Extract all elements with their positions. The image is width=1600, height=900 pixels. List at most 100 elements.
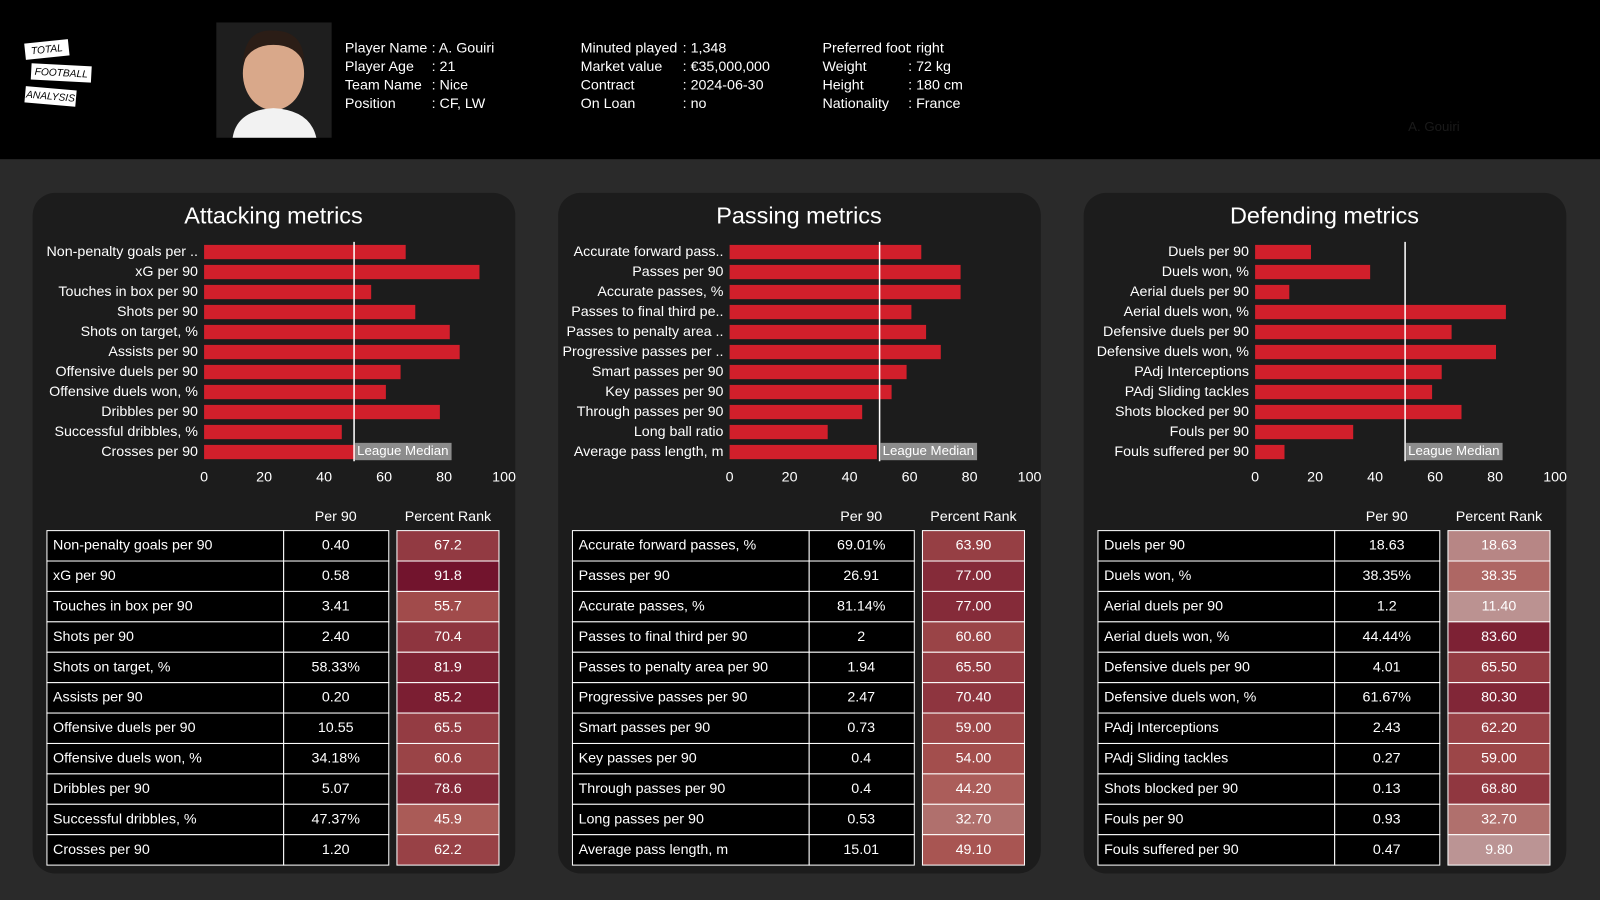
per90-value: 61.67% (1363, 690, 1412, 706)
metric-name: Defensive duels won, % (1104, 690, 1257, 706)
cell (283, 621, 390, 653)
logo-text: FOOTBALL (34, 67, 88, 81)
rank-cell (396, 742, 500, 775)
rank-value: 54.00 (956, 751, 992, 767)
bar (729, 304, 912, 320)
chart-title: Defending metrics (1230, 203, 1419, 229)
cell (571, 590, 810, 623)
cell (1097, 742, 1336, 775)
bar (1255, 344, 1497, 360)
per90-value: 0.27 (1373, 751, 1401, 767)
per90-value: 0.20 (322, 690, 350, 706)
metric-name: Accurate passes, % (579, 599, 705, 615)
per90-value: 15.01 (843, 842, 879, 858)
category-label: Touches in box per 90 (58, 284, 198, 300)
info-value: : 180 cm (908, 77, 963, 93)
category-label: Aerial duels per 90 (1130, 284, 1249, 300)
bar (729, 324, 927, 340)
metric-name: Fouls per 90 (1104, 811, 1183, 827)
category-label: Fouls suffered per 90 (1114, 444, 1249, 460)
x-tick-label: 100 (1543, 469, 1567, 485)
bar (204, 324, 450, 340)
category-label: Successful dribbles, % (54, 424, 198, 440)
metric-name: PAdj Interceptions (1104, 720, 1219, 736)
category-label: Offensive duels per 90 (55, 364, 198, 380)
rank-cell (1447, 651, 1551, 684)
per90-value: 0.13 (1373, 781, 1401, 797)
rank-cell (1447, 742, 1551, 775)
x-tick-label: 60 (376, 469, 392, 485)
bar (1255, 364, 1442, 380)
cell (808, 590, 915, 623)
x-tick-label: 0 (1251, 469, 1259, 485)
per90-value: 69.01% (837, 538, 886, 554)
cell (46, 742, 285, 775)
info-value: : right (908, 41, 944, 57)
x-tick-label: 100 (492, 469, 516, 485)
info-label: Minuted played (581, 41, 678, 57)
per90-value: 0.93 (1373, 811, 1401, 827)
metric-name: Offensive duels won, % (53, 751, 202, 767)
rank-cell (921, 530, 1025, 562)
rank-cell (921, 834, 1025, 866)
metric-name: Defensive duels per 90 (1104, 659, 1250, 675)
rank-cell (1447, 834, 1551, 866)
annotation: League Median (1408, 443, 1499, 458)
metric-name: Assists per 90 (53, 690, 143, 706)
metric-name: Offensive duels per 90 (53, 720, 196, 736)
rank-value: 63.90 (956, 538, 992, 554)
cell (571, 712, 810, 744)
metric-name: Key passes per 90 (579, 751, 697, 767)
cell (571, 651, 810, 684)
bar (1255, 264, 1371, 280)
info-value: : A. Gouiri (432, 41, 495, 57)
logo-box (23, 84, 78, 108)
bar (204, 284, 372, 300)
column-header: Per 90 (840, 509, 882, 525)
info-value: : 72 kg (908, 59, 951, 75)
metric-name: Average pass length, m (579, 842, 729, 858)
rank-value: 65.50 (956, 659, 992, 675)
watermark: A. Gouiri (1408, 119, 1460, 134)
cell (1097, 834, 1336, 866)
metric-name: xG per 90 (53, 568, 116, 584)
cell (283, 834, 390, 866)
per90-value: 10.55 (318, 720, 354, 736)
info-label: Contract (581, 77, 635, 93)
cell (283, 590, 390, 623)
rank-value: 78.6 (434, 781, 462, 797)
bar (204, 384, 386, 400)
bar (729, 344, 941, 360)
chart-title: Passing metrics (716, 203, 882, 229)
rank-value: 38.35 (1481, 568, 1517, 584)
rank-cell (1447, 560, 1551, 592)
rank-value: 68.80 (1481, 781, 1517, 797)
category-label: Offensive duels won, % (49, 384, 198, 400)
rank-value: 45.9 (434, 811, 462, 827)
rank-value: 32.70 (1481, 811, 1517, 827)
category-label: Accurate forward pass.. (574, 244, 724, 260)
cell (571, 803, 810, 836)
rank-value: 55.7 (434, 599, 462, 615)
cell (808, 530, 915, 562)
rank-cell (921, 590, 1025, 623)
rank-value: 59.00 (956, 720, 992, 736)
metric-name: Aerial duels won, % (1104, 629, 1230, 645)
bar (204, 264, 480, 280)
bar (204, 424, 342, 440)
cell (46, 834, 285, 866)
cell (808, 560, 915, 592)
category-label: Assists per 90 (108, 344, 198, 360)
rank-value: 80.30 (1481, 690, 1517, 706)
bar (1255, 304, 1506, 320)
category-label: Non-penalty goals per .. (46, 244, 197, 260)
metric-name: Progressive passes per 90 (579, 690, 748, 706)
bar (204, 304, 416, 320)
per90-value: 2.47 (847, 690, 875, 706)
column-header: Per 90 (315, 509, 357, 525)
cell (283, 682, 390, 714)
cell (46, 621, 285, 653)
annotation-box (355, 442, 452, 461)
column-header: Percent Rank (930, 509, 1017, 525)
logo-box (23, 37, 71, 62)
